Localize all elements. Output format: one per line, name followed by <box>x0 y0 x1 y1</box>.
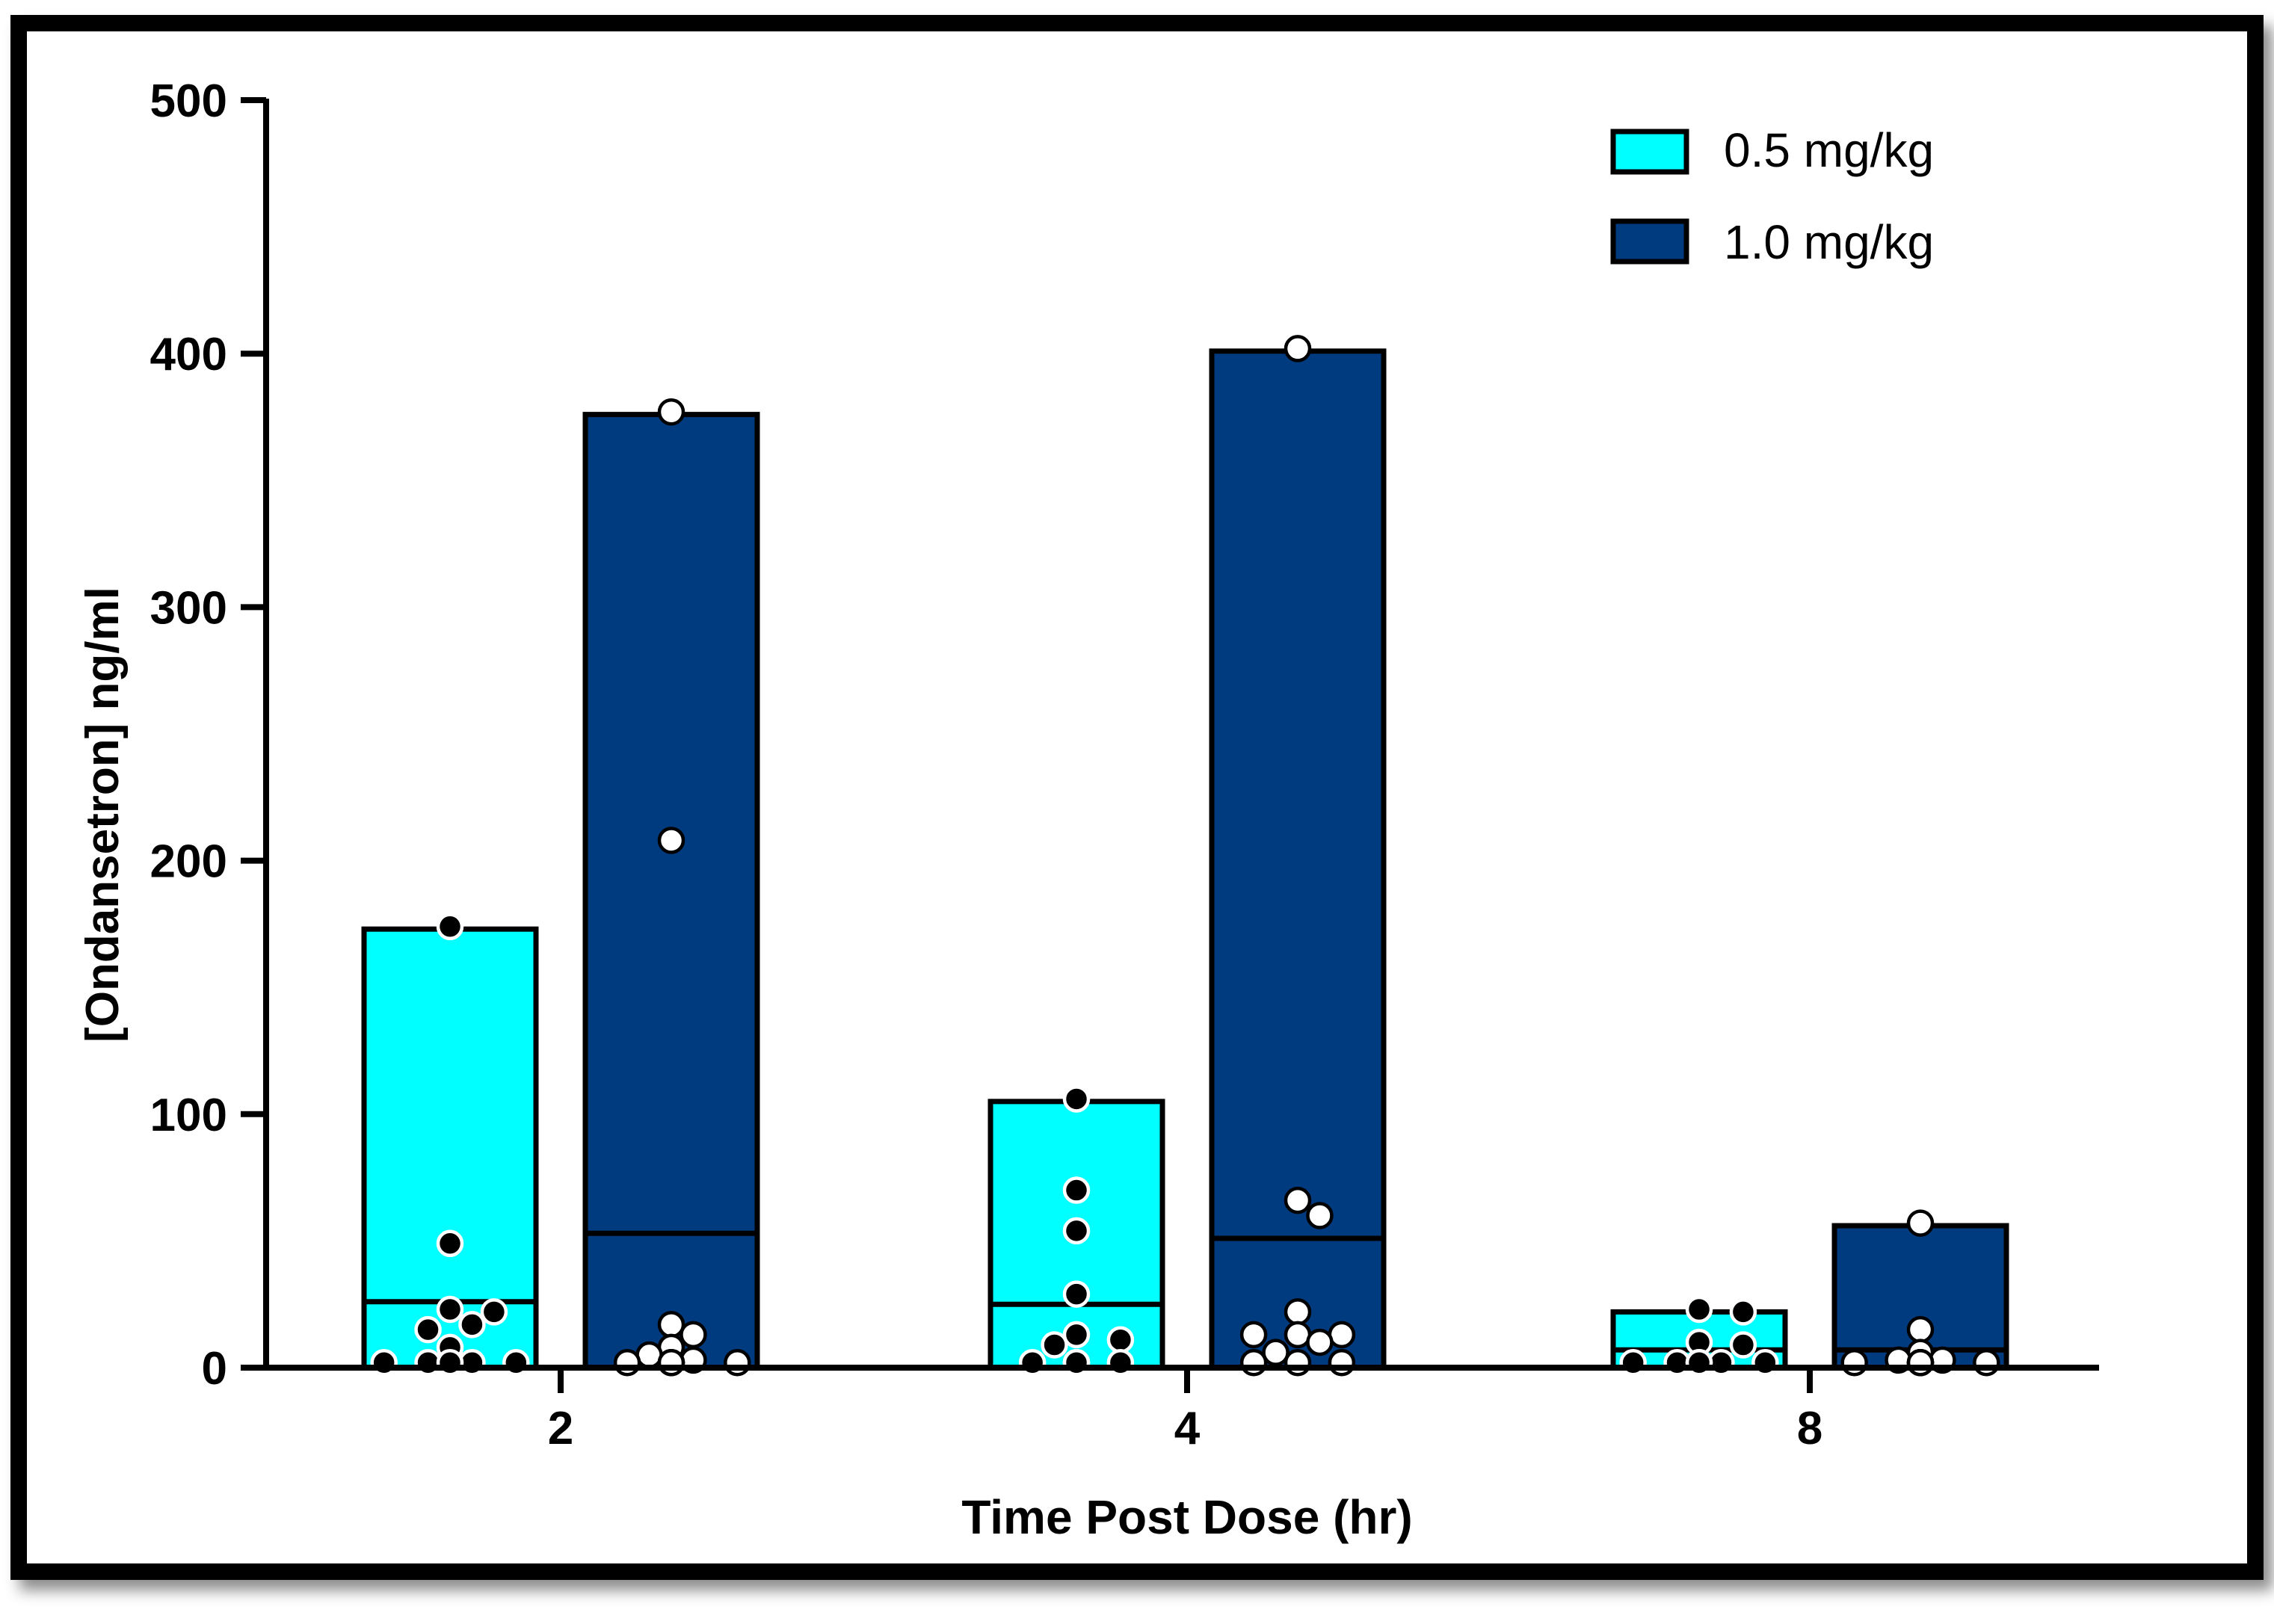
data-point-low-8 <box>1685 1348 1713 1377</box>
data-point-low-2 <box>436 1229 464 1258</box>
data-point-low-8 <box>1619 1348 1647 1377</box>
data-point-low-4 <box>1018 1348 1047 1377</box>
bars-layer <box>361 348 2009 1371</box>
y-tick-label-100: 100 <box>150 1090 227 1141</box>
data-point-low-2 <box>436 1348 464 1377</box>
legend: 0.5 mg/kg 1.0 mg/kg <box>1610 123 1934 269</box>
data-point-high-4 <box>1306 1202 1334 1229</box>
data-point-low-8 <box>1729 1331 1757 1359</box>
data-point-low-2 <box>436 1295 464 1324</box>
y-tick-label-200: 200 <box>150 836 227 888</box>
ticks-layer: 0 100 200 300 400 500 2 4 8 <box>150 75 1823 1454</box>
data-point-high-2 <box>657 1311 685 1339</box>
data-point-high-2 <box>613 1348 641 1377</box>
data-point-high-8 <box>1906 1348 1935 1377</box>
data-point-high-4 <box>1239 1348 1268 1377</box>
y-axis-label: [Ondansetron] ng/ml <box>77 587 129 1043</box>
data-point-high-8 <box>1973 1348 2000 1377</box>
bar-high-2 <box>582 412 760 1371</box>
data-point-low-8 <box>1729 1298 1757 1326</box>
data-point-high-4 <box>1328 1348 1356 1377</box>
data-point-low-2 <box>436 913 464 941</box>
data-point-high-8 <box>1906 1315 1935 1344</box>
data-point-high-4 <box>1239 1321 1268 1349</box>
legend-label-high: 1.0 mg/kg <box>1724 215 1934 269</box>
data-point-low-4 <box>1062 1176 1091 1204</box>
data-point-high-8 <box>1906 1209 1935 1237</box>
data-point-high-4 <box>1328 1321 1356 1349</box>
data-point-high-2 <box>635 1341 663 1369</box>
data-point-low-8 <box>1685 1295 1713 1324</box>
data-point-high-2 <box>657 1348 685 1377</box>
legend-swatch-high <box>1610 218 1689 265</box>
data-point-high-2 <box>680 1321 707 1349</box>
data-point-high-2 <box>724 1348 751 1377</box>
legend-swatch-low <box>1610 129 1689 175</box>
y-tick-label-400: 400 <box>150 329 227 380</box>
data-point-high-4 <box>1306 1328 1334 1356</box>
data-point-low-2 <box>458 1311 486 1339</box>
data-point-high-4 <box>1284 1321 1312 1349</box>
axes-layer <box>263 99 2099 1371</box>
data-point-high-4 <box>1284 1298 1312 1326</box>
data-point-low-4 <box>1062 1348 1091 1377</box>
x-tick-label-4: 4 <box>1174 1403 1201 1454</box>
data-point-high-4 <box>1284 335 1312 362</box>
data-point-high-4 <box>1284 1348 1312 1377</box>
x-tick-label-2: 2 <box>548 1403 573 1454</box>
data-point-low-2 <box>414 1315 442 1344</box>
data-point-low-2 <box>502 1348 530 1377</box>
data-point-high-8 <box>1840 1348 1868 1377</box>
y-tick-label-0: 0 <box>202 1343 227 1395</box>
data-point-high-4 <box>1262 1339 1289 1366</box>
x-axis-label: Time Post Dose (hr) <box>961 1490 1412 1544</box>
data-point-low-2 <box>370 1348 398 1377</box>
bar-high-4 <box>1209 348 1387 1371</box>
data-point-high-2 <box>657 827 685 854</box>
data-point-low-4 <box>1062 1321 1091 1349</box>
data-point-low-4 <box>1106 1348 1135 1377</box>
data-point-low-4 <box>1062 1085 1091 1113</box>
data-point-low-4 <box>1041 1331 1068 1359</box>
data-point-high-4 <box>1284 1186 1312 1214</box>
legend-label-low: 0.5 mg/kg <box>1724 123 1934 177</box>
y-tick-label-300: 300 <box>150 582 227 634</box>
data-point-low-4 <box>1106 1326 1135 1353</box>
y-tick-label-500: 500 <box>150 75 227 127</box>
data-point-high-2 <box>657 398 685 426</box>
data-point-low-8 <box>1751 1348 1779 1377</box>
data-point-low-2 <box>480 1298 508 1326</box>
x-tick-label-8: 8 <box>1797 1403 1822 1454</box>
data-point-low-4 <box>1062 1217 1091 1245</box>
data-point-low-4 <box>1062 1280 1091 1308</box>
